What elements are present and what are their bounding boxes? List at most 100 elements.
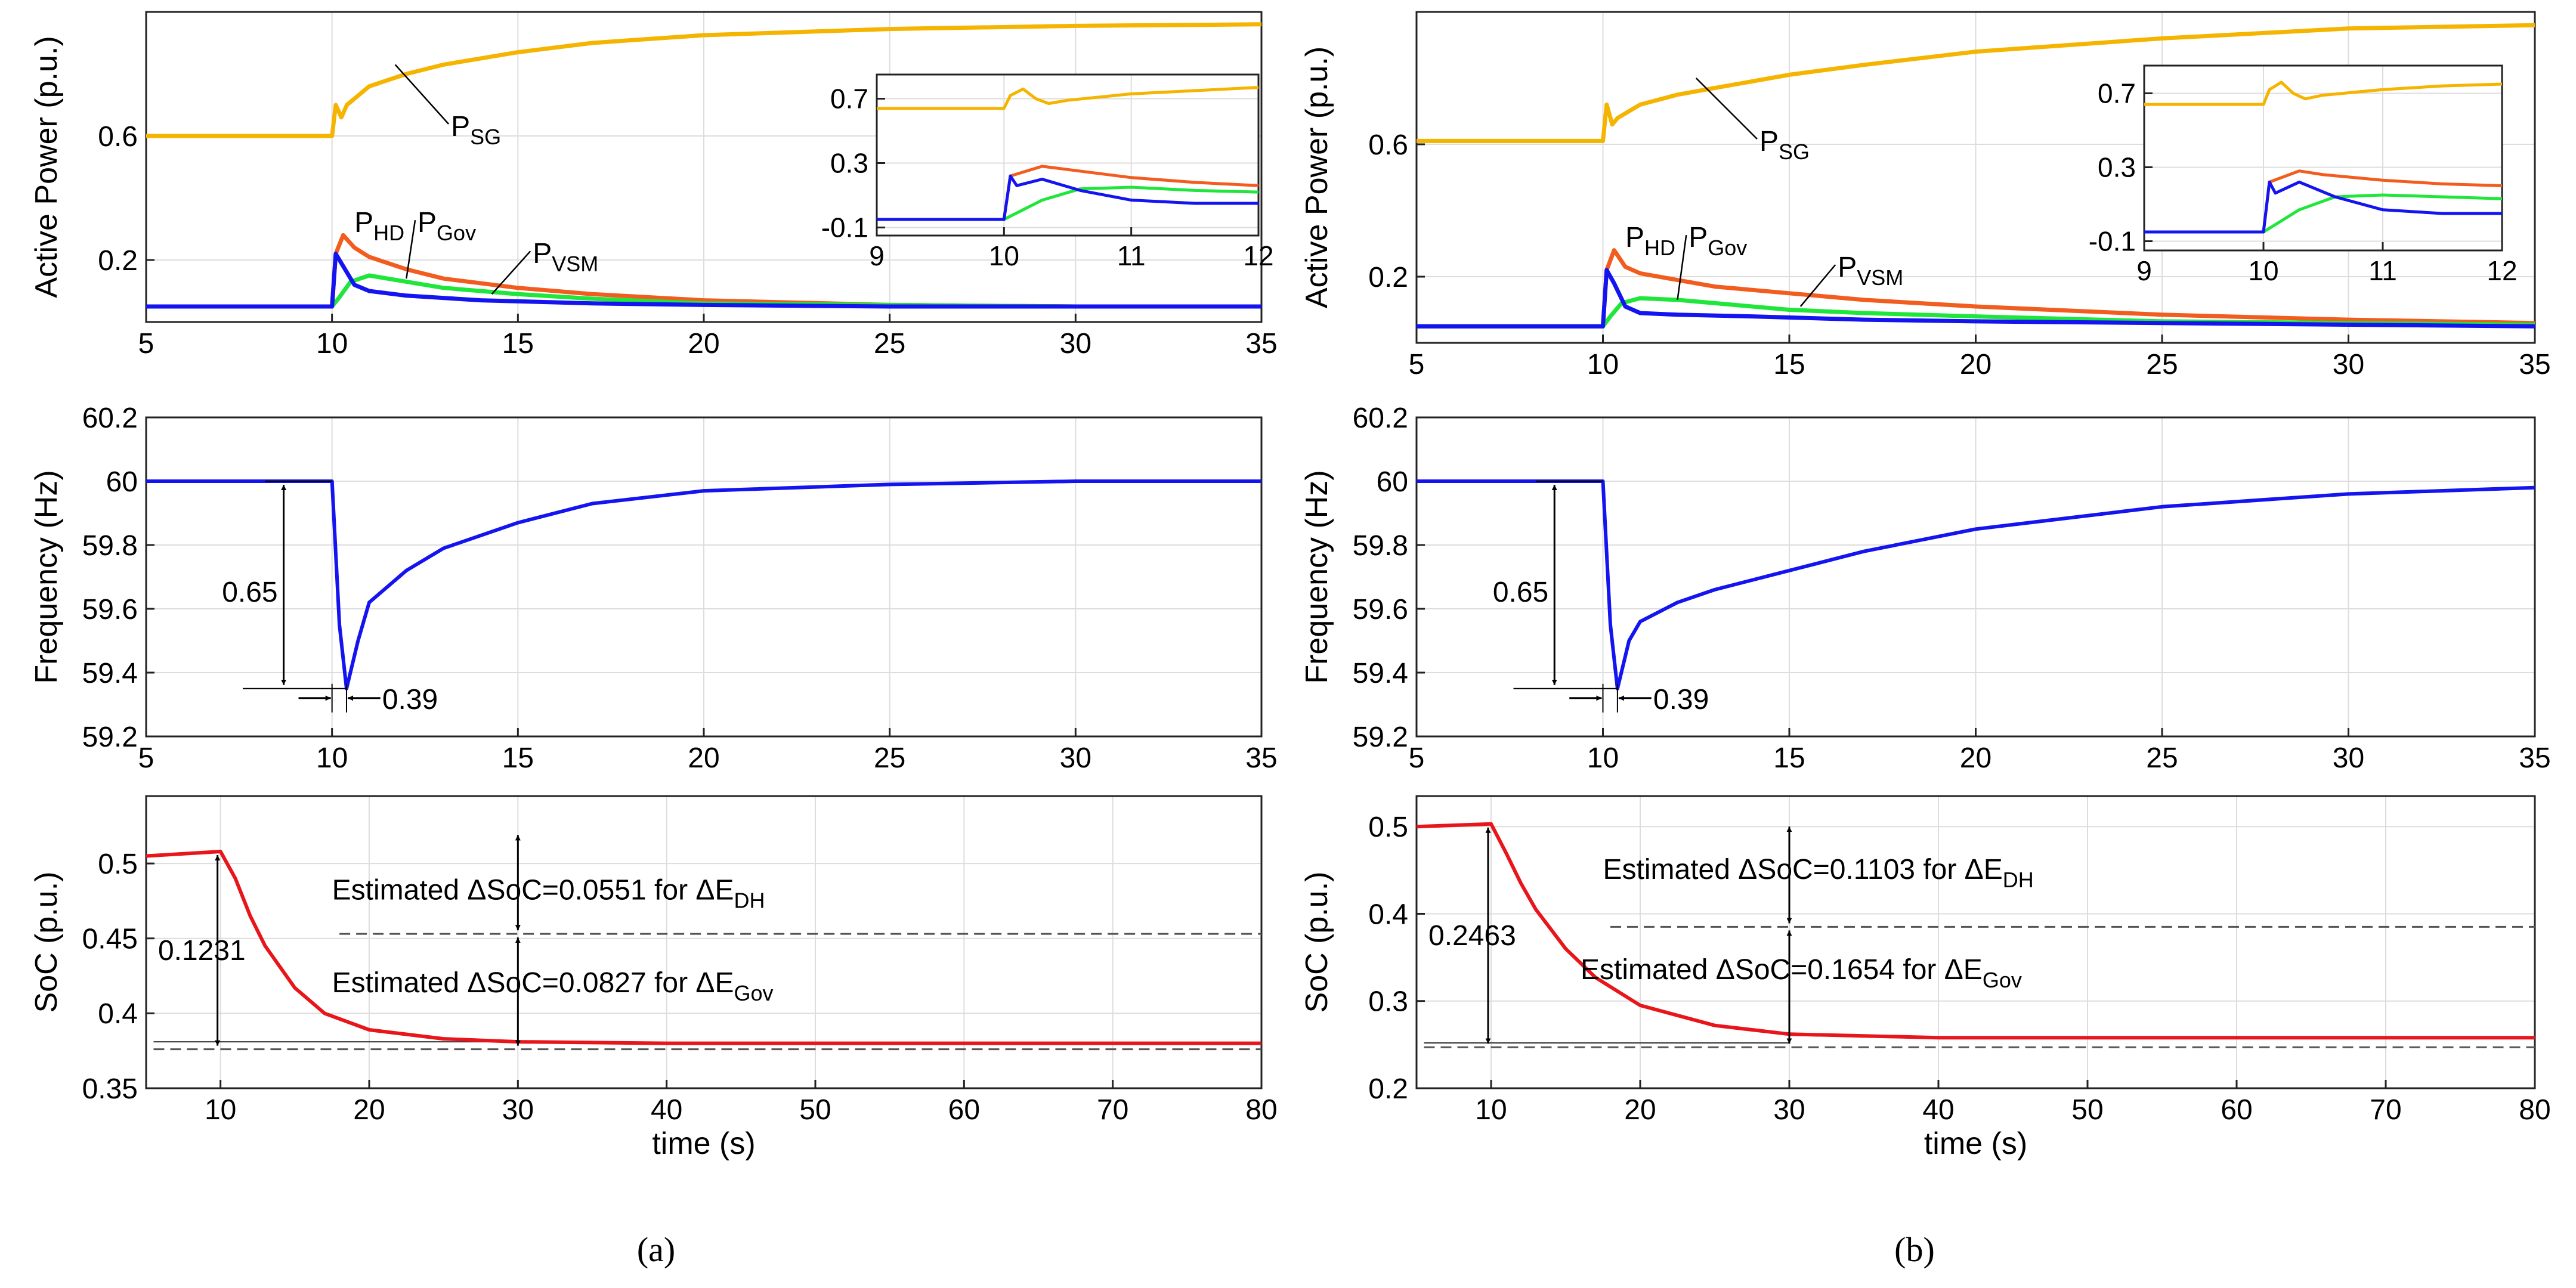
chart-b-power: 5 10 15 20 25 30 35 0.2 0.6 Active Power (p.u.) PS… [1300,11,2551,380]
a-power-x-tick-label: 20 [688,328,719,360]
b-freq-drop-value: 0.65 [1493,577,1548,608]
b-freq-y-tick-label: 59.2 [1353,722,1408,753]
a-soc-total-value: 0.1231 [158,935,246,967]
a-power-inset-y-tick-label: 0.7 [830,83,868,114]
a-soc-line-soc [146,850,1261,1045]
b-soc-x-tick-label: 50 [2071,1094,2103,1126]
b-power-inset-y-tick-label: 0.3 [2098,152,2136,183]
b-soc-x-axis-label: time (s) [1924,1126,2027,1161]
a-freq-y-tick-label: 59.4 [82,658,138,689]
a-soc-x-tick-label: 70 [1097,1094,1128,1126]
panel-label-b: (b) [1894,1230,1935,1269]
a-power-y-axis-label: Active Power (p.u.) [29,36,64,298]
a-power-leader-pgov [406,220,416,279]
b-freq-y-tick-label: 59.8 [1353,530,1408,562]
b-power-leader-pgov [1677,234,1687,301]
b-power-inset-frame [2143,64,2503,252]
a-power-x-tick-label: 35 [1245,328,1277,360]
a-freq-y-tick-label: 59.6 [82,594,138,626]
b-freq-delay-value: 0.39 [1653,684,1709,716]
a-power-label-pvsm: PVSM [533,238,598,276]
b-soc-x-tick-label: 60 [2221,1094,2252,1126]
a-soc-x-tick-label: 10 [205,1094,236,1126]
b-freq-x-tick-label: 30 [2333,742,2364,774]
a-power-label-pgov: PGov [418,207,476,245]
a-soc-frame [145,795,1263,1089]
b-soc-y-tick-label: 0.5 [1368,812,1408,843]
b-soc-plot-area [1417,796,2535,1088]
a-soc-x-tick-label: 30 [502,1094,534,1126]
a-soc-x-axis-label: time (s) [652,1126,755,1161]
a-freq-y-tick-label: 60 [106,466,138,498]
a-power-line-pvsm [146,252,1261,309]
b-power-label-pgov: PGov [1689,222,1747,260]
chart-b-freq: 5 10 15 20 25 30 35 59.2 59.4 59.6 59.8 60 60.2 Frequ… [1300,402,2551,774]
b-freq-y-tick-label: 59.4 [1353,658,1408,689]
b-power-line-pvsm [1417,268,2535,329]
b-soc-x-tick-label: 40 [1922,1094,1954,1126]
a-soc-dh-estimate: Estimated ΔSoC=0.0551 for ΔEDH [332,874,765,912]
b-power-label-phd: PHD [1625,222,1675,260]
a-power-inset-line-psg [877,86,1258,110]
a-freq-y-axis-label: Frequency (Hz) [29,470,64,683]
a-soc-y-tick-label: 0.35 [82,1073,138,1105]
a-power-inset-x-tick-label: 9 [869,240,885,271]
b-soc-x-tick-label: 70 [2370,1094,2401,1126]
a-soc-plot-area [146,796,1261,1088]
a-power-inset-y-tick-label: 0.3 [830,148,868,179]
b-soc-x-tick-label: 80 [2519,1094,2550,1126]
a-power-label-psg: PSG [451,111,501,149]
a-freq-y-tick-label: 59.2 [82,722,138,753]
b-power-line-psg [1417,23,2535,143]
a-freq-x-tick-label: 25 [874,742,905,774]
a-freq-y-tick-label: 59.8 [82,530,138,562]
b-soc-line-soc [1417,822,2535,1040]
b-power-leader-pvsm [1799,264,1836,307]
a-power-leader-pvsm [491,250,531,295]
a-power-x-tick-label: 15 [502,328,534,360]
b-power-y-tick-label: 0.2 [1368,262,1408,293]
a-power-inset-frame [876,73,1260,237]
a-freq-drop-value: 0.65 [222,577,277,608]
a-power-leader-psg [394,64,450,125]
b-soc-y-axis-label: SoC (p.u.) [1300,872,1334,1013]
b-freq-x-tick-label: 15 [1773,742,1805,774]
a-soc-gov-estimate: Estimated ΔSoC=0.0827 for ΔEGov [332,967,774,1005]
chart-a-soc: 10 20 30 40 50 60 70 80 0.35 0.4 0.45 0.5 SoC (p.u.)… [29,795,1278,1161]
b-power-inset-line-psg [2144,80,2502,106]
b-soc-frame [1415,795,2536,1089]
b-freq-y-tick-label: 59.6 [1353,594,1408,626]
a-freq-x-tick-label: 35 [1245,742,1277,774]
a-power-line-psg [146,22,1261,138]
a-power-inset: 9 10 11 12 -0.1 0.3 0.7 [821,73,1274,271]
b-power-inset: 9 10 11 12 -0.1 0.3 0.7 [2089,64,2518,286]
b-power-x-tick-label: 20 [1960,349,1991,380]
a-power-inset-x-tick-label: 11 [1117,240,1146,271]
b-power-inset-x-tick-label: 12 [2487,255,2517,286]
b-power-x-tick-label: 10 [1587,349,1619,380]
b-power-line-phd [1417,248,2535,329]
a-power-x-tick-label: 25 [874,328,905,360]
b-freq-x-tick-label: 20 [1960,742,1991,774]
a-soc-x-tick-label: 60 [948,1094,980,1126]
panel-label-a: (a) [637,1230,675,1269]
b-power-y-tick-label: 0.6 [1368,129,1408,161]
a-soc-x-tick-label: 40 [651,1094,682,1126]
b-power-y-axis-label: Active Power (p.u.) [1300,47,1334,308]
b-power-x-tick-label: 30 [2333,349,2364,380]
b-soc-x-tick-label: 20 [1624,1094,1656,1126]
a-power-inset-x-tick-label: 10 [989,240,1019,271]
a-power-inset-x-tick-label: 12 [1243,240,1273,271]
a-power-y-tick-label: 0.6 [98,121,138,153]
a-power-x-tick-label: 10 [316,328,348,360]
a-soc-y-tick-label: 0.4 [98,998,138,1030]
b-freq-x-tick-label: 35 [2519,742,2550,774]
a-freq-line-frequency [146,479,1261,691]
b-power-x-tick-label: 35 [2519,349,2550,380]
a-freq-x-tick-label: 5 [138,742,154,774]
chart-b-soc: 10 20 30 40 50 60 70 80 0.2 0.3 0.4 0.5 SoC (p.u.) ti… [1300,795,2551,1161]
b-freq-y-tick-label: 60 [1377,466,1408,498]
b-power-inset-x-tick-label: 11 [2368,255,2397,286]
b-soc-x-tick-label: 10 [1475,1094,1507,1126]
